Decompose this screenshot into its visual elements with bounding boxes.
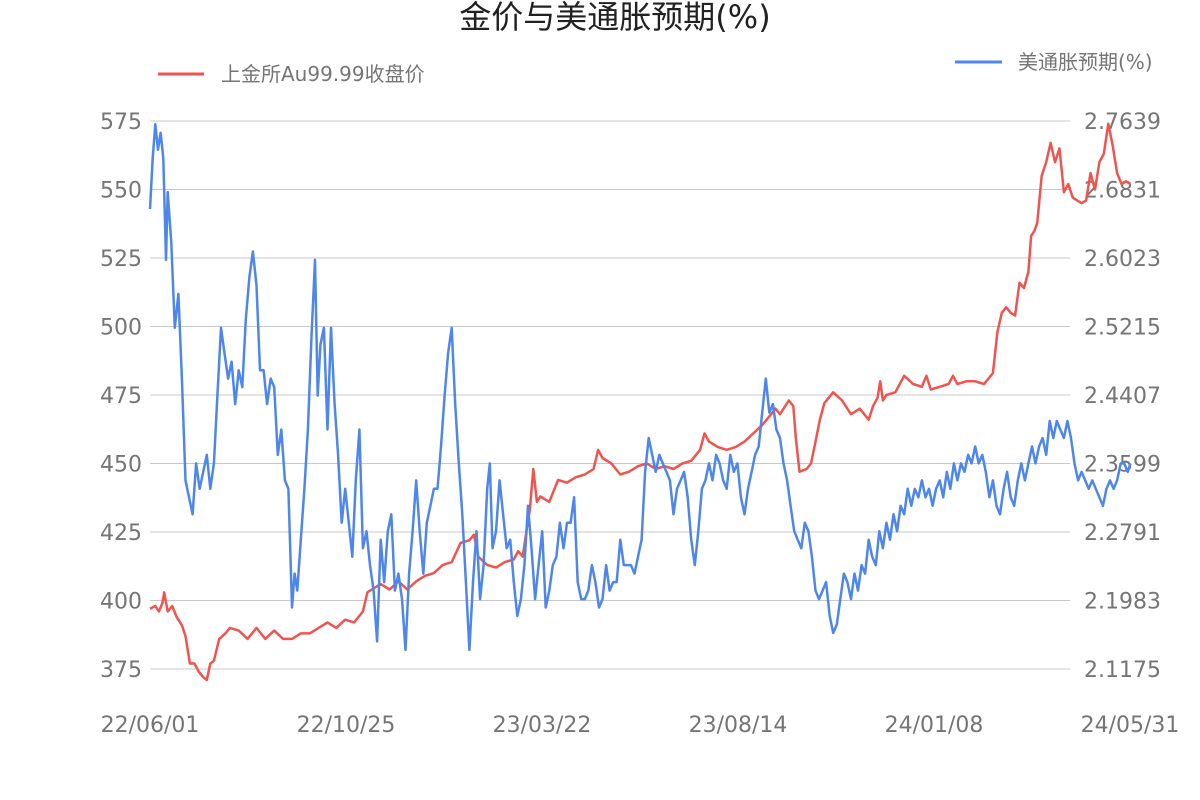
right-y-tick-label: 2.2791 xyxy=(1084,521,1161,546)
right-y-axis: 2.1175 2.1983 2.2791 2.3599 2.4407 2.5215 2.60… xyxy=(1084,110,1161,683)
right-y-tick-label: 2.7639 xyxy=(1084,110,1161,135)
legend: 上金所Au99.99收盘价 美通胀预期(%) xyxy=(158,50,1153,86)
left-y-tick-label: 375 xyxy=(100,658,142,683)
left-y-tick-label: 525 xyxy=(100,247,142,272)
x-tick-label: 23/03/22 xyxy=(493,713,592,738)
left-y-tick-label: 425 xyxy=(100,521,142,546)
left-y-tick-label: 450 xyxy=(100,453,142,478)
right-y-tick-label: 2.4407 xyxy=(1084,384,1161,409)
legend-label-inflation: 美通胀预期(%) xyxy=(1018,50,1153,74)
x-tick-label: 22/10/25 xyxy=(297,713,396,738)
x-axis: 22/06/01 22/10/25 23/03/22 23/08/14 24/01/08… xyxy=(101,713,1180,738)
left-y-tick-label: 550 xyxy=(100,179,142,204)
right-y-tick-label: 2.1175 xyxy=(1084,658,1161,683)
x-tick-label: 24/05/31 xyxy=(1081,713,1180,738)
x-tick-label: 22/06/01 xyxy=(101,713,200,738)
left-y-axis: 375 400 425 450 475 500 525 550 575 xyxy=(100,110,142,683)
legend-label-gold: 上金所Au99.99收盘价 xyxy=(221,62,425,86)
inflation-expectation-line xyxy=(148,123,1132,652)
x-tick-label: 23/08/14 xyxy=(689,713,788,738)
series-lines xyxy=(148,122,1132,682)
chart-title: 金价与美通胀预期(%) xyxy=(459,0,771,36)
x-tick-label: 24/01/08 xyxy=(885,713,984,738)
gridlines xyxy=(150,120,1070,670)
left-y-tick-label: 475 xyxy=(100,384,142,409)
left-y-tick-label: 575 xyxy=(100,110,142,135)
right-y-tick-label: 2.6023 xyxy=(1084,247,1161,272)
right-y-tick-label: 2.1983 xyxy=(1084,590,1161,615)
left-y-tick-label: 400 xyxy=(100,590,142,615)
gold-price-line xyxy=(149,122,1132,682)
right-y-tick-label: 2.3599 xyxy=(1084,453,1161,478)
left-y-tick-label: 500 xyxy=(100,316,142,341)
right-y-tick-label: 2.5215 xyxy=(1084,316,1161,341)
